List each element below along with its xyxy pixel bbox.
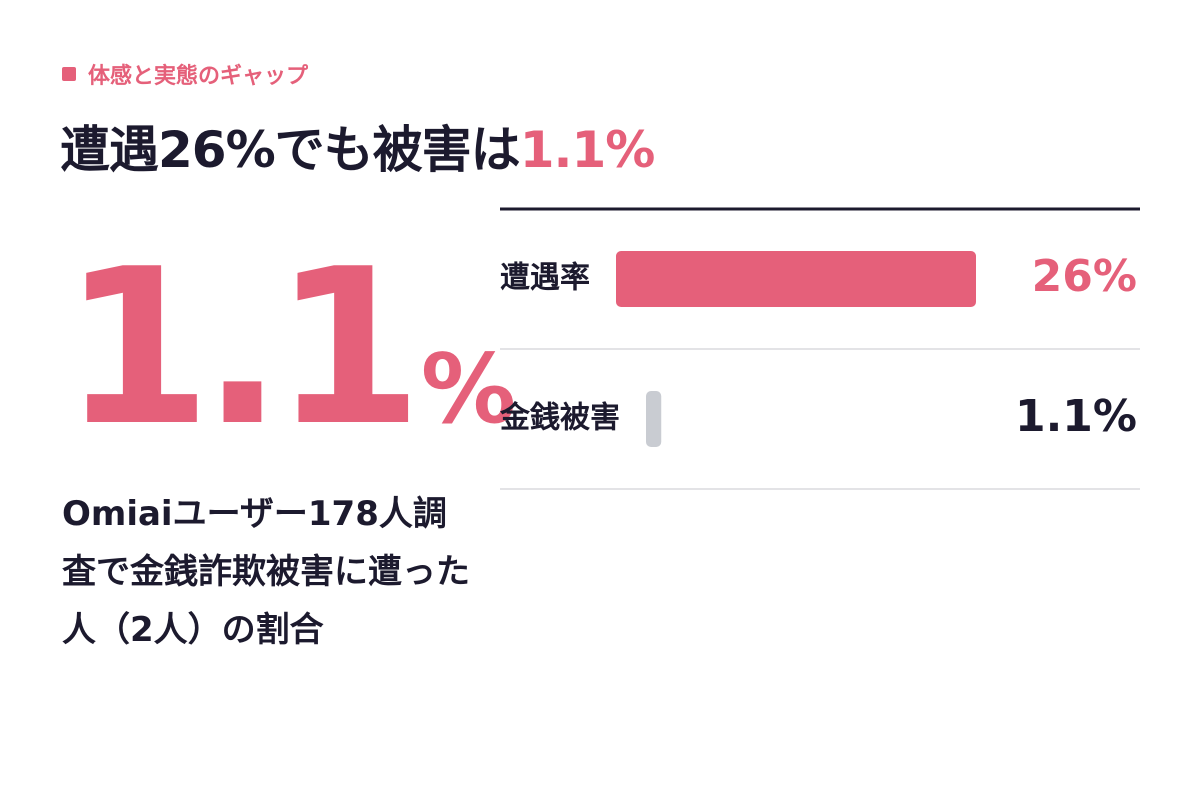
title: 遭遇26%でも被害は1.1% <box>60 110 656 182</box>
eyebrow-marker <box>62 67 76 81</box>
highlight-unit: % <box>420 335 517 445</box>
description: Omiaiユーザー178人調査で金銭詐欺被害に遭った人（2人）の割合 <box>62 494 470 650</box>
eyebrow-text: 体感と実態のギャップ <box>88 64 309 89</box>
category-label: 遭遇率 <box>500 261 590 296</box>
value-label: 26% <box>1032 251 1137 302</box>
value-label: 1.1% <box>1015 391 1137 442</box>
category-label: 金銭被害 <box>499 401 620 436</box>
title-highlight: 1.1% <box>519 121 656 179</box>
highlight: 1.1% <box>62 240 516 455</box>
bar <box>646 391 662 447</box>
bar <box>616 251 976 307</box>
highlight-number: 1.1 <box>62 222 423 473</box>
eyebrow: 体感と実態のギャップ <box>62 58 308 90</box>
title-text: 遭遇26%でも被害は <box>60 121 521 179</box>
